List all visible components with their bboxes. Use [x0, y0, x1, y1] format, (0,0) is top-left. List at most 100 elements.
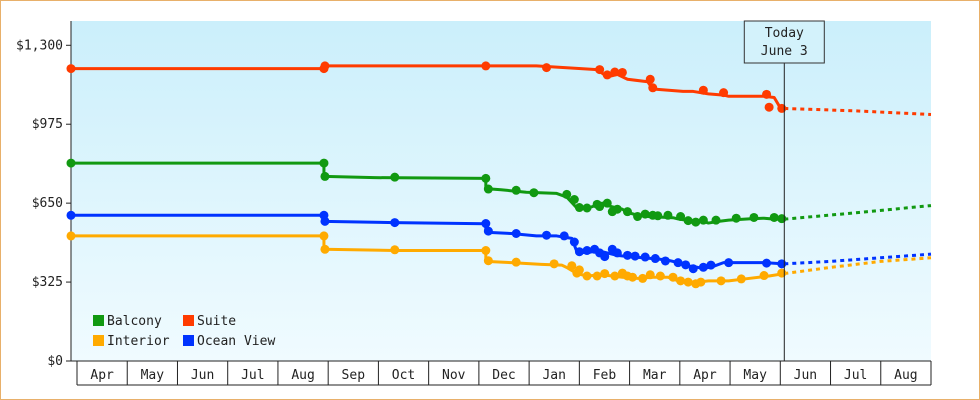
month-label: Jan [542, 368, 565, 383]
data-point-balcony [574, 203, 584, 213]
data-point-interior [610, 271, 620, 281]
data-point-suite [698, 85, 708, 95]
data-point-ocean-view [483, 226, 493, 236]
y-tick-label: $650 [32, 196, 63, 211]
data-point-interior [319, 231, 329, 241]
data-point-ocean-view [681, 260, 691, 270]
data-point-balcony [66, 158, 76, 168]
data-point-balcony [698, 215, 708, 225]
data-point-balcony [483, 184, 493, 194]
data-point-interior [668, 272, 678, 282]
data-point-balcony [653, 211, 663, 221]
month-label: Aug [894, 368, 917, 383]
data-point-ocean-view [542, 230, 552, 240]
series-ocean-view [66, 210, 932, 274]
month-label: Jul [241, 368, 264, 383]
data-point-balcony [663, 210, 673, 220]
today-marker: Today June 3 [743, 20, 825, 361]
data-point-ocean-view [630, 251, 640, 261]
legend-label-interior: Interior [107, 334, 170, 349]
data-point-balcony [633, 212, 643, 221]
data-point-interior [736, 274, 746, 284]
data-point-suite [542, 63, 552, 73]
month-label: May [743, 368, 767, 383]
series-interior [66, 231, 932, 289]
data-point-interior [66, 231, 76, 241]
data-point-ocean-view [622, 250, 632, 260]
data-point-interior [676, 276, 686, 286]
data-point-balcony [511, 185, 521, 195]
data-point-ocean-view [650, 254, 660, 264]
data-point-balcony [602, 198, 612, 208]
data-point-suite [320, 61, 330, 71]
data-point-interior [320, 244, 330, 254]
data-point-suite [481, 61, 491, 71]
legend-swatch-balcony [93, 315, 104, 326]
data-point-balcony [320, 171, 330, 181]
data-point-balcony [529, 188, 539, 198]
data-point-ocean-view [481, 219, 491, 229]
legend: Balcony Suite Interior Ocean View [93, 314, 275, 349]
data-point-balcony [731, 213, 741, 223]
data-point-ocean-view [688, 264, 698, 274]
data-point-suite [762, 89, 772, 99]
month-label: Jul [844, 368, 867, 383]
data-point-ocean-view [569, 237, 579, 247]
data-point-balcony [676, 212, 686, 221]
data-point-interior [390, 245, 400, 255]
data-point-interior [638, 273, 648, 283]
data-point-balcony [683, 216, 693, 226]
data-point-ocean-view [673, 258, 683, 268]
month-label: Apr [693, 368, 717, 383]
series-group [66, 61, 932, 289]
data-point-suite [610, 67, 620, 77]
data-point-balcony [562, 189, 572, 199]
data-point-ocean-view [660, 256, 670, 266]
series-balcony [66, 158, 932, 227]
month-label: Mar [643, 368, 667, 383]
forecast-line-balcony [784, 204, 932, 221]
legend-label-suite: Suite [197, 314, 236, 329]
data-point-balcony [612, 204, 622, 214]
data-point-interior [511, 257, 521, 267]
y-tick-label: $1,300 [16, 38, 63, 53]
data-point-interior [645, 270, 655, 280]
data-point-balcony [390, 172, 400, 182]
month-label: Nov [442, 368, 466, 383]
y-tick-label: $0 [47, 354, 63, 369]
legend-label-ocean-view: Ocean View [197, 334, 275, 349]
data-point-interior [574, 265, 584, 275]
data-point-interior [549, 259, 559, 269]
month-label: Dec [492, 368, 515, 383]
data-point-balcony [319, 158, 329, 168]
forecast-line-ocean-view [784, 252, 932, 266]
data-point-ocean-view [777, 259, 787, 269]
data-point-balcony [777, 214, 787, 224]
y-tick-label: $975 [32, 117, 63, 132]
today-label: Today [765, 26, 804, 41]
data-point-ocean-view [612, 248, 622, 258]
data-point-interior [683, 277, 693, 287]
legend-swatch-interior [93, 335, 104, 346]
axes: $0 $325 $650 $975 $1,300 Apr May Jun Jul Aug Sep Oc… [16, 21, 932, 386]
month-label: Apr [90, 368, 114, 383]
data-point-interior [628, 272, 638, 282]
data-point-suite [617, 67, 627, 77]
today-date: June 3 [761, 44, 808, 59]
today-callout [743, 20, 825, 64]
data-point-balcony [595, 202, 605, 212]
data-point-interior [592, 271, 602, 281]
data-point-balcony [622, 207, 632, 217]
data-point-suite [764, 102, 774, 112]
data-point-balcony [640, 209, 650, 219]
data-point-balcony [569, 195, 579, 204]
data-point-ocean-view [640, 252, 650, 262]
data-point-suite [719, 88, 729, 98]
series-suite [66, 61, 932, 116]
data-point-ocean-view [600, 252, 610, 262]
month-label: Oct [392, 368, 415, 383]
data-point-suite [66, 64, 76, 74]
month-label: May [141, 368, 165, 383]
month-label: Jun [191, 368, 214, 383]
